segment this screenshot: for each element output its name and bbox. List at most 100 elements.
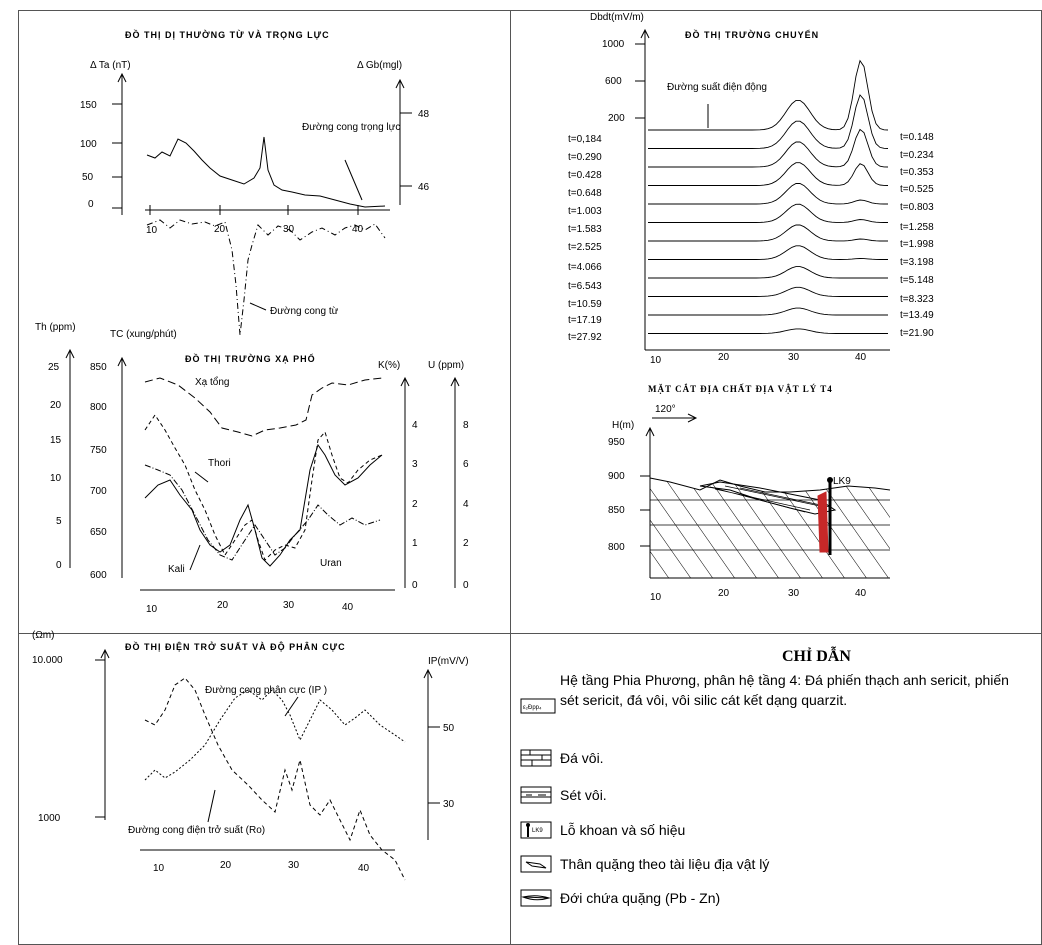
time-label: t=8.323 bbox=[900, 294, 934, 305]
transient-curves bbox=[648, 59, 889, 334]
u-tick: 6 bbox=[463, 459, 469, 470]
time-label: t=0.353 bbox=[900, 167, 934, 178]
orebody-symbol bbox=[520, 855, 552, 873]
x-tick: 20 bbox=[217, 600, 229, 611]
x-tick: 10 bbox=[146, 604, 158, 615]
delta-g-axis-label: Δ Gb(mgl) bbox=[357, 60, 402, 71]
elevation-tick: 900 bbox=[608, 471, 625, 482]
gravity-curve bbox=[146, 136, 386, 208]
legend-item-orezone: Đới chứa quặng (Pb - Zn) bbox=[520, 888, 720, 908]
u-tick: 0 bbox=[463, 580, 469, 591]
thorium-curve bbox=[144, 414, 383, 561]
time-label: t=0.234 bbox=[900, 150, 934, 161]
elevation-tick: 800 bbox=[608, 542, 625, 553]
uranium-label: Uran bbox=[320, 558, 342, 569]
x-tick: 10 bbox=[650, 355, 662, 366]
total-count-curve bbox=[144, 377, 383, 437]
dbdt-tick: 200 bbox=[608, 113, 625, 124]
x-tick: 30 bbox=[788, 352, 800, 363]
tc-ticks: 850 800 750 700 650 600 bbox=[90, 362, 107, 581]
x-tick: 40 bbox=[855, 588, 867, 599]
k-tick: 2 bbox=[412, 499, 418, 510]
legend-item-marl: Sét vôi. bbox=[520, 785, 607, 805]
resistivity-curve-label: Đường cong điện trở suất (Ro) bbox=[128, 824, 265, 836]
time-label: t=1.998 bbox=[900, 239, 934, 250]
time-label: t=10.59 bbox=[568, 299, 602, 310]
th-tick: 15 bbox=[50, 435, 62, 446]
tc-tick: 650 bbox=[90, 527, 107, 538]
time-label: t=4.066 bbox=[568, 262, 602, 273]
u-axis-label: U (ppm) bbox=[428, 360, 464, 371]
time-label: t=13.49 bbox=[900, 310, 934, 321]
x-tick: 30 bbox=[788, 588, 800, 599]
time-label: t=1.003 bbox=[568, 206, 602, 217]
ip-curve-label: Đường cong phân cực (IP ) bbox=[205, 685, 327, 696]
th-tick: 20 bbox=[50, 400, 62, 411]
orezone-symbol bbox=[520, 889, 552, 907]
transient-curve bbox=[648, 286, 888, 297]
transient-curve bbox=[648, 266, 888, 279]
time-label: t=2.525 bbox=[568, 242, 602, 253]
x-tick: 20 bbox=[718, 352, 730, 363]
delta-g-tick: 48 bbox=[418, 109, 430, 120]
time-label: t=1.583 bbox=[568, 224, 602, 235]
uranium-curve bbox=[144, 464, 381, 561]
formation-text: Hệ tầng Phia Phương, phân hệ tầng 4: Đá … bbox=[560, 672, 1009, 708]
time-label: t=0.428 bbox=[568, 170, 602, 181]
time-label: t=0.648 bbox=[568, 188, 602, 199]
delta-g-tick: 46 bbox=[418, 182, 430, 193]
borehole-symbol-label: LK9 bbox=[532, 828, 543, 834]
magnetic-curve-label: Đường cong từ bbox=[270, 306, 339, 317]
transient-curve bbox=[648, 245, 888, 260]
total-count-label: Xạ tổng bbox=[195, 376, 229, 388]
gravity-curve-label: Đường cong trọng lực bbox=[302, 122, 400, 133]
limestone-symbol bbox=[520, 749, 552, 767]
elevation-tick: 950 bbox=[608, 437, 625, 448]
radiometric-title: ĐỒ THỊ TRƯỜNG XẠ PHỔ bbox=[185, 353, 316, 364]
legend-title: CHỈ DẪN bbox=[782, 648, 851, 665]
x-tick: 30 bbox=[288, 860, 300, 871]
delta-t-tick: 100 bbox=[80, 139, 97, 150]
time-label: t=1.258 bbox=[900, 222, 934, 233]
ip-tick: 50 bbox=[443, 723, 455, 734]
time-label: t=5.148 bbox=[900, 275, 934, 286]
time-label: t=0.525 bbox=[900, 184, 934, 195]
x-tick: 10 bbox=[650, 592, 662, 603]
x-tick: 20 bbox=[214, 224, 226, 235]
legend-item-formation: ε₂Đpp₄ Hệ tầng Phia Phương, phân hệ tầng… bbox=[520, 670, 1030, 714]
transient-curve bbox=[648, 128, 889, 168]
x-tick: 20 bbox=[220, 860, 232, 871]
u-ticks: 8 6 4 2 0 bbox=[463, 420, 469, 591]
azimuth-label: 120° bbox=[655, 404, 676, 415]
delta-t-axis-label: Δ Ta (nT) bbox=[90, 60, 131, 71]
magnetic-curve bbox=[146, 219, 386, 336]
orebody bbox=[817, 491, 829, 553]
tc-tick: 800 bbox=[90, 402, 107, 413]
x-tick: 40 bbox=[358, 863, 370, 874]
emf-label: Đường suất điện động bbox=[667, 81, 767, 93]
k-tick: 0 bbox=[412, 580, 418, 591]
legend-item-limestone: Đá vôi. bbox=[520, 748, 604, 768]
magnetic-gravity-title: ĐỒ THỊ DỊ THƯỜNG TỪ VÀ TRỌNG LỰC bbox=[125, 29, 330, 40]
time-label: t=17.19 bbox=[568, 315, 602, 326]
th-ticks: 25 20 15 10 5 0 bbox=[48, 362, 62, 571]
th-axis-label: Th (ppm) bbox=[35, 322, 76, 333]
dbdt-axis-label: Dbdt(mV/m) bbox=[590, 12, 644, 23]
geological-section: MẶT CẮT ĐỊA CHẤT ĐỊA VẬT LÝ T4 120° H(m)… bbox=[608, 384, 891, 603]
orezone-text: Đới chứa quặng (Pb - Zn) bbox=[560, 890, 721, 906]
x-tick: 20 bbox=[718, 588, 730, 599]
delta-t-tick: 150 bbox=[80, 100, 97, 111]
k-tick: 3 bbox=[412, 459, 418, 470]
tc-tick: 700 bbox=[90, 486, 107, 497]
formation-code: ε₂Đpp₄ bbox=[523, 705, 542, 711]
u-tick: 4 bbox=[463, 499, 469, 510]
tc-tick: 750 bbox=[90, 445, 107, 456]
delta-t-tick: 0 bbox=[88, 199, 94, 210]
time-label: t=3.198 bbox=[900, 257, 934, 268]
x-tick: 40 bbox=[855, 352, 867, 363]
resistivity-title: ĐỒ THỊ ĐIỆN TRỞ SUẤT VÀ ĐỘ PHÂN CỰC bbox=[125, 641, 346, 652]
k-tick: 4 bbox=[412, 420, 418, 431]
th-tick: 25 bbox=[48, 362, 60, 373]
potassium-curve bbox=[144, 443, 383, 567]
